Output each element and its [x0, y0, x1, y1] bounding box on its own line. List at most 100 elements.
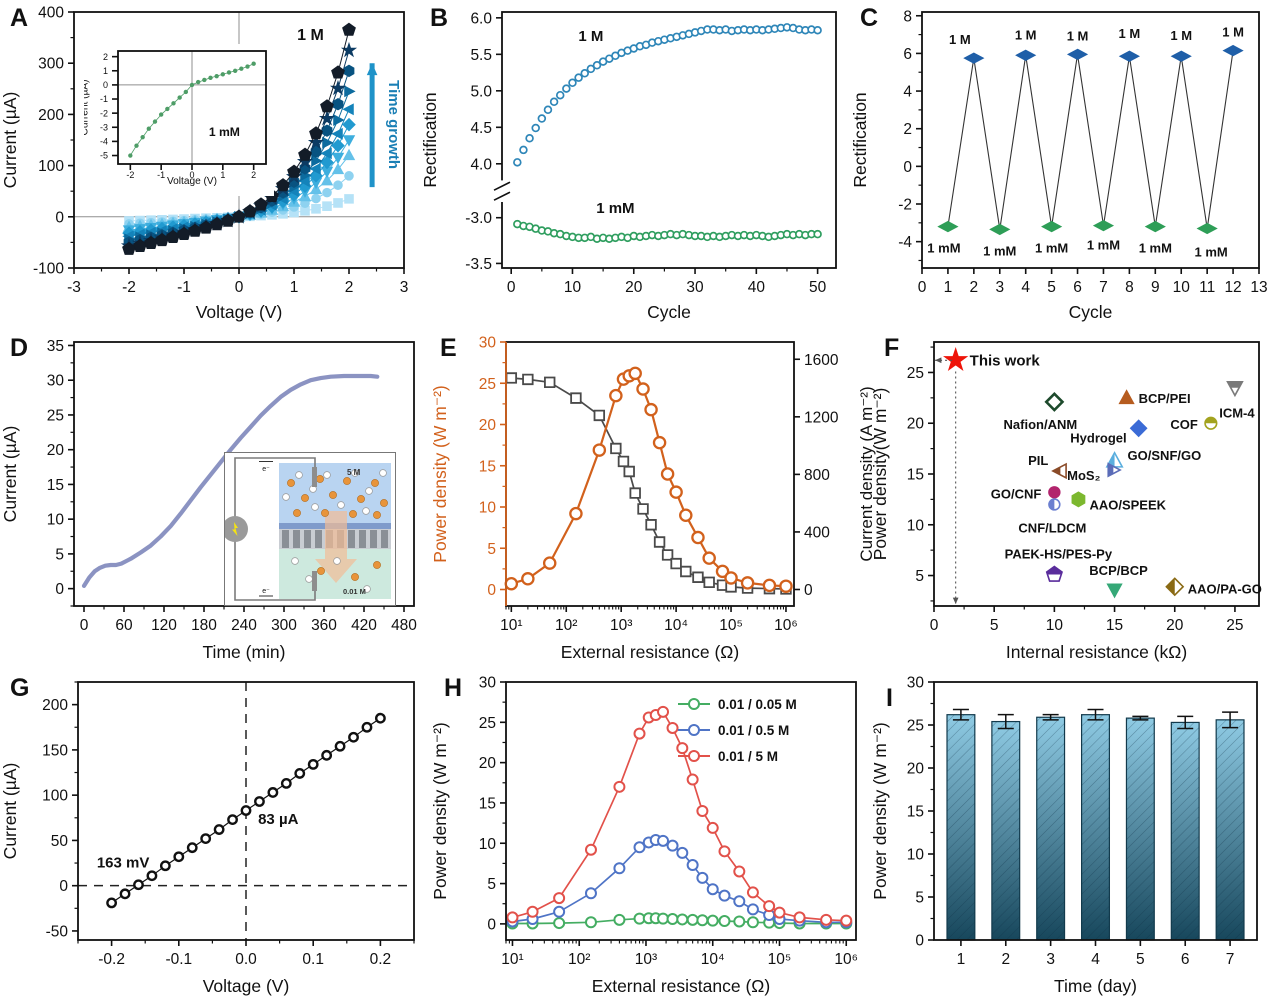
svg-text:-1: -1 — [100, 94, 108, 104]
panel-b: B 0 10 20 30 40 50 4.0 4.5 5.0 5.5 6.0 -3.5 -3.0 Cycl… — [420, 0, 850, 330]
svg-text:0: 0 — [804, 582, 813, 599]
chart-canvas-H: 10¹ 10² 10³ 10⁴ 10⁵ 10⁶ 0 5 10 15 20 25 30 External r… — [430, 675, 858, 997]
high-concentration-label: 5 M — [347, 468, 361, 477]
svg-text:15: 15 — [1106, 617, 1123, 634]
svg-text:PAEK-HS/PES-Py: PAEK-HS/PES-Py — [1005, 547, 1113, 562]
chart-canvas-G: -0.2 -0.1 0.0 0.1 0.2 -50 0 50 100 150 200 Voltage … — [0, 681, 415, 996]
svg-text:1 mM: 1 mM — [927, 241, 960, 256]
svg-text:BCP/BCP: BCP/BCP — [1089, 563, 1148, 578]
series-power-density — [504, 366, 793, 593]
svg-text:Power density(W m⁻²): Power density(W m⁻²) — [870, 388, 890, 561]
svg-text:400: 400 — [804, 524, 830, 541]
svg-text:10⁴: 10⁴ — [664, 617, 688, 634]
svg-text:4: 4 — [1091, 951, 1100, 968]
svg-text:20: 20 — [1166, 617, 1184, 634]
svg-text:10³: 10³ — [635, 951, 657, 968]
series-0.01 / 5 M — [506, 705, 853, 927]
series-MoS₂ — [1107, 462, 1122, 478]
svg-text:5: 5 — [915, 890, 924, 907]
svg-text:6.0: 6.0 — [470, 10, 492, 27]
svg-text:15: 15 — [907, 467, 924, 484]
svg-text:20: 20 — [625, 279, 643, 296]
svg-text:External resistance (Ω): External resistance (Ω) — [561, 642, 739, 662]
svg-text:-4: -4 — [100, 137, 108, 147]
svg-text:30: 30 — [479, 335, 497, 352]
svg-text:0: 0 — [915, 933, 924, 950]
svg-text:15: 15 — [479, 795, 496, 812]
svg-text:11: 11 — [1199, 279, 1215, 296]
svg-text:50: 50 — [51, 833, 69, 850]
series-PAEK-HS/PES-Py — [1045, 565, 1063, 582]
svg-text:Voltage (V): Voltage (V) — [203, 976, 290, 996]
svg-text:1 mM: 1 mM — [1087, 238, 1120, 253]
svg-text:20: 20 — [479, 417, 497, 434]
series-AAO/PA-GO — [1165, 577, 1185, 597]
svg-text:150: 150 — [42, 742, 68, 759]
svg-text:10²: 10² — [568, 951, 590, 968]
panel-f-chart: 0 5 10 15 20 25 5 10 15 20 25 Internal resistance (… — [870, 341, 1262, 662]
svg-text:200: 200 — [38, 107, 64, 124]
series-PIL — [1051, 462, 1067, 480]
svg-text:10: 10 — [479, 500, 497, 517]
panel-b-letter: B — [430, 4, 449, 32]
panel-i: I 1 2 3 4 5 6 7 0 5 10 15 20 25 30 Time (day) Power den… — [870, 670, 1271, 1004]
svg-text:10⁵: 10⁵ — [768, 951, 792, 968]
svg-text:10¹: 10¹ — [500, 617, 522, 634]
svg-text:0.0: 0.0 — [235, 951, 257, 968]
panel-i-chart: 1 2 3 4 5 6 7 0 5 10 15 20 25 30 Time (day) Power densi… — [870, 675, 1258, 996]
svg-text:35: 35 — [47, 338, 64, 355]
svg-text:10: 10 — [479, 836, 497, 853]
svg-text:6: 6 — [1181, 951, 1190, 968]
svg-text:5: 5 — [1047, 279, 1056, 296]
svg-text:8: 8 — [903, 8, 912, 25]
series-CNF/LDCM — [1048, 498, 1061, 511]
svg-text:7: 7 — [1099, 279, 1108, 296]
panel-d-inset: e⁻ e⁻ 5 M 0.01 M — [224, 452, 396, 606]
svg-text:1 mM: 1 mM — [983, 243, 1016, 258]
svg-text:1600: 1600 — [804, 352, 839, 369]
series-BCP/BCP — [1106, 583, 1123, 599]
svg-text:10: 10 — [47, 512, 65, 529]
cations-top — [287, 475, 388, 519]
panel-d-chart: 0 60 120 180 240 300 360 420 480 0 5 10 15 20 25 30 35 Ti… — [0, 338, 417, 662]
svg-text:420: 420 — [351, 617, 377, 634]
svg-text:0: 0 — [918, 279, 927, 296]
svg-text:300: 300 — [38, 56, 64, 73]
chart-canvas-E: 10¹ 10² 10³ 10⁴ 10⁵ 10⁶ 0 5 10 15 20 25 30 0 400 800 120… — [430, 335, 876, 663]
svg-text:20: 20 — [907, 761, 925, 778]
svg-text:800: 800 — [804, 467, 830, 484]
svg-text:-2: -2 — [126, 170, 134, 180]
svg-text:0: 0 — [487, 582, 496, 599]
series-BCP/PEI — [1118, 389, 1135, 405]
svg-text:10: 10 — [1046, 617, 1064, 634]
svg-text:8: 8 — [1125, 279, 1134, 296]
svg-text:Internal resistance (kΩ): Internal resistance (kΩ) — [1006, 642, 1187, 662]
svg-text:3: 3 — [1046, 951, 1055, 968]
svg-text:10: 10 — [907, 847, 925, 864]
svg-text:3: 3 — [400, 279, 409, 296]
panel-f-letter: F — [884, 334, 900, 362]
series-current-density — [505, 372, 792, 595]
svg-text:1 M: 1 M — [1119, 26, 1141, 41]
lightning-icon — [232, 522, 238, 536]
panel-a-inset-chart: -2 -1 0 1 2 2 1 0 -1 -2 -3 -4 -5 Voltage (V) Current (… — [84, 50, 267, 187]
svg-text:10⁵: 10⁵ — [719, 617, 743, 634]
svg-text:4.0: 4.0 — [470, 156, 492, 173]
svg-text:0.1: 0.1 — [302, 951, 324, 968]
svg-text:480: 480 — [391, 617, 417, 634]
svg-text:6: 6 — [903, 46, 912, 63]
svg-text:Voltage (V): Voltage (V) — [167, 176, 217, 187]
svg-text:Cycle: Cycle — [647, 302, 691, 322]
svg-text:0.01 / 0.05 M: 0.01 / 0.05 M — [718, 697, 797, 712]
svg-text:60: 60 — [115, 617, 133, 634]
svg-text:GO/CNF: GO/CNF — [991, 486, 1042, 501]
svg-text:0: 0 — [59, 878, 68, 895]
svg-text:0: 0 — [80, 617, 89, 634]
panel-e: E 10¹ 10² 10³ 10⁴ 10⁵ 10⁶ 0 5 10 15 20 25 30 0 400 800 1… — [430, 330, 882, 670]
svg-text:2: 2 — [903, 121, 912, 138]
svg-text:1 M: 1 M — [1015, 27, 1037, 42]
svg-text:1 mM: 1 mM — [209, 125, 240, 139]
chart-canvas-C: 0 1 2 3 4 5 6 7 8 9 10 11 12 13-4-202468CycleRectific… — [850, 8, 1268, 322]
